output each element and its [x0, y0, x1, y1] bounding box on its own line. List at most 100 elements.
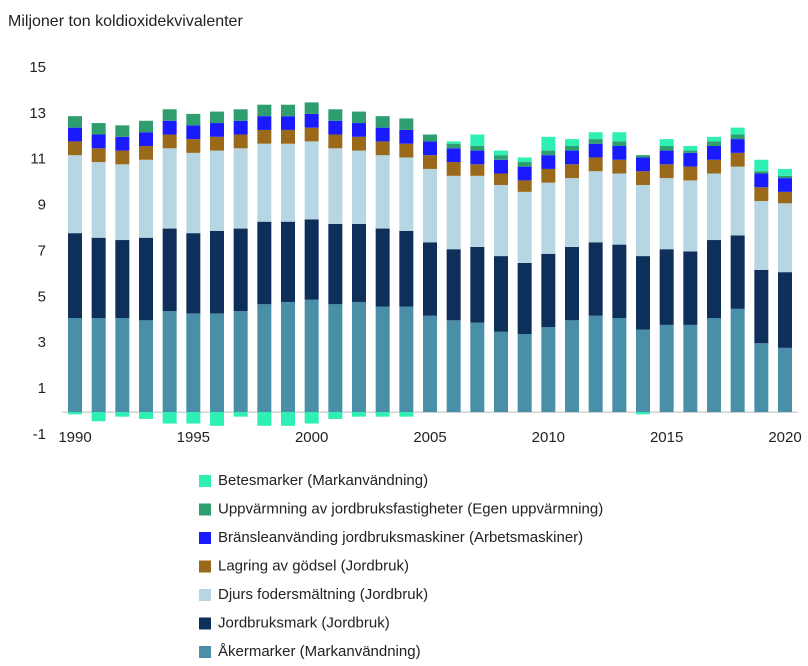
- x-tick-label: 2000: [295, 429, 328, 446]
- bar-segment: [494, 256, 508, 332]
- bar-segment: [683, 251, 698, 325]
- legend-label: Lagring av gödsel (Jordbruk): [218, 557, 409, 574]
- bar-segment: [730, 134, 745, 140]
- bar-segment: [399, 412, 414, 417]
- bar-segment: [233, 109, 248, 121]
- bar-segment: [707, 145, 721, 160]
- bar-segment: [565, 139, 579, 146]
- bar-segment: [210, 123, 224, 137]
- bar-segment: [683, 180, 698, 252]
- bar-segment: [612, 141, 627, 146]
- y-tick-label: 1: [38, 380, 46, 397]
- bar-segment: [517, 157, 532, 163]
- bar-segment: [588, 139, 603, 144]
- bar-segment: [470, 175, 485, 247]
- bar-segment: [328, 304, 343, 413]
- legend-label: Åkermarker (Markanvändning): [218, 643, 421, 660]
- bar-segment: [328, 134, 343, 149]
- bar-segment: [162, 109, 177, 121]
- bar-segment: [68, 233, 82, 319]
- bar-segment: [565, 164, 579, 179]
- bar-segment: [115, 318, 130, 413]
- bar-segment: [399, 306, 414, 413]
- x-tick-label: 2010: [532, 429, 565, 446]
- bar-segment: [304, 141, 319, 220]
- y-tick-label: 15: [29, 59, 46, 76]
- bar-segment: [659, 145, 674, 151]
- bar-segment: [612, 173, 627, 245]
- bar-segment: [139, 145, 153, 160]
- bar-segment: [659, 324, 674, 413]
- x-tick-label: 2020: [768, 429, 801, 446]
- bar-segment: [115, 125, 130, 137]
- bar-segment: [375, 127, 390, 142]
- bar-segment: [707, 173, 721, 241]
- bar-segment: [636, 155, 650, 158]
- x-tick-label: 2005: [413, 429, 446, 446]
- bar-segment: [115, 412, 130, 417]
- bar-segment: [470, 150, 485, 165]
- bar-segment: [541, 168, 556, 183]
- bar-segment: [778, 175, 792, 179]
- bar-segment: [68, 116, 82, 128]
- bar-segment: [91, 318, 106, 413]
- bar-segment: [541, 253, 556, 328]
- bar-segment: [399, 118, 414, 130]
- bar-segment: [162, 412, 177, 424]
- bar-segment: [446, 162, 461, 176]
- bar-segment: [210, 313, 224, 413]
- bar-segment: [257, 116, 272, 130]
- legend-label: Uppvärmning av jordbruksfastigheter (Ege…: [218, 500, 603, 517]
- bar-segment: [588, 157, 603, 172]
- bar-segment: [517, 166, 532, 181]
- bar-segment: [730, 127, 745, 135]
- bar-segment: [423, 315, 437, 413]
- legend-swatch: [199, 560, 211, 573]
- bar-segment: [683, 145, 698, 151]
- bar-segment: [281, 412, 295, 426]
- bar-segment: [659, 178, 674, 250]
- bar-segment: [517, 162, 532, 167]
- bar-segment: [328, 223, 343, 305]
- bar-segment: [446, 141, 461, 144]
- bar-segment: [281, 143, 295, 222]
- bar-segment: [399, 230, 414, 307]
- bar-segment: [565, 320, 579, 413]
- bar-segment: [328, 412, 343, 419]
- bar-segment: [683, 324, 698, 413]
- bar-segment: [494, 150, 508, 156]
- bar-segment: [68, 141, 82, 156]
- bar-segment: [281, 116, 295, 130]
- bar-segment: [210, 136, 224, 151]
- bar-segment: [470, 134, 485, 146]
- bar-segment: [541, 136, 556, 151]
- bar-segment: [754, 187, 769, 202]
- bar-segment: [612, 132, 627, 142]
- bar-segment: [281, 221, 295, 302]
- bar-segment: [730, 139, 745, 153]
- bar-segment: [707, 136, 721, 142]
- bar-segment: [281, 301, 295, 413]
- y-tick-label: 9: [38, 197, 46, 214]
- bar-segment: [754, 343, 769, 413]
- bar-segment: [304, 219, 319, 300]
- bar-segment: [139, 120, 153, 133]
- bar-segment: [683, 166, 698, 181]
- legend-swatch: [199, 589, 211, 601]
- bar-segment: [707, 240, 721, 319]
- bar-segment: [588, 242, 603, 316]
- bar-segment: [778, 168, 792, 176]
- bar-segment: [730, 235, 745, 309]
- bar-segment: [659, 150, 674, 165]
- bar-segment: [210, 412, 224, 426]
- bar-segment: [186, 233, 201, 314]
- bar-segment: [730, 166, 745, 236]
- bar-segment: [423, 141, 437, 156]
- bar-segment: [375, 141, 390, 156]
- bar-segment: [257, 221, 272, 305]
- bar-segment: [91, 148, 106, 163]
- bar-segment: [754, 173, 769, 188]
- legend-label: Betesmarker (Markanvändning): [218, 472, 428, 489]
- bar-segment: [352, 123, 366, 137]
- bar-segment: [352, 136, 366, 151]
